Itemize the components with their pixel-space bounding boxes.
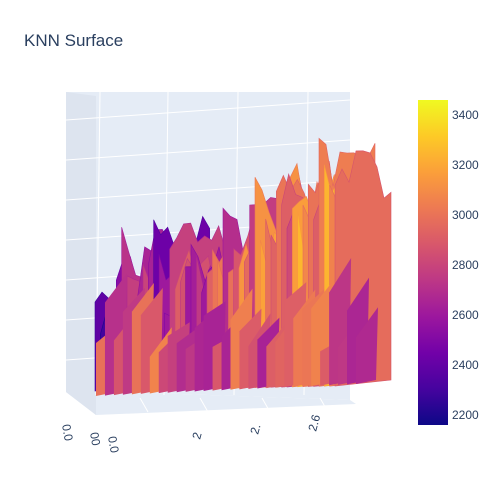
x-tick-label: 2. <box>247 422 263 435</box>
grid-line <box>319 397 329 413</box>
grid-line <box>261 397 271 413</box>
grid-line <box>65 139 351 161</box>
colorbar-tick-label: 2800 <box>452 258 479 272</box>
axis-ticks: 2 2. 2.60.0 00 0.0 <box>59 413 323 455</box>
surface-strip <box>356 307 378 384</box>
scene: 2 2. 2.60.0 00 0.0 <box>59 91 392 455</box>
y-tick-label: 0.0 <box>59 423 76 442</box>
grid-line <box>139 397 149 413</box>
colorbar-tick-label: 2200 <box>452 408 479 422</box>
knn-surface <box>94 137 392 396</box>
colorbar-tick-label: 3000 <box>452 208 479 222</box>
colorbar <box>418 100 448 425</box>
y-tick-label: 00 <box>87 431 103 447</box>
side-wall <box>66 92 96 415</box>
colorbar-tick-label: 3200 <box>452 158 479 172</box>
grid-line <box>65 179 351 201</box>
y-tick-label: 0.0 <box>105 435 122 454</box>
grid-line <box>199 397 209 413</box>
colorbar-tick-label: 3400 <box>452 108 479 122</box>
chart-title: KNN Surface <box>24 31 123 50</box>
grid-line <box>65 99 351 121</box>
floor-pane <box>66 390 356 415</box>
colorbar-tick-label: 2400 <box>452 358 479 372</box>
x-tick-label: 2.6 <box>305 413 323 433</box>
x-tick-label: 2 <box>189 430 204 440</box>
colorbar-tick-label: 2600 <box>452 308 479 322</box>
colorbar-ticks: 2200 2400 2600 2800 3000 3200 3400 <box>452 108 479 422</box>
